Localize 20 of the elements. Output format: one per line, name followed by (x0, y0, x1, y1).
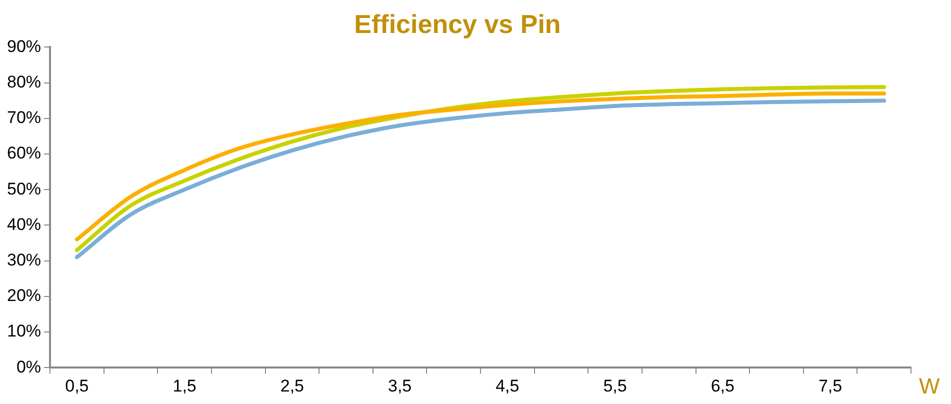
y-tick-label: 70% (6, 108, 42, 128)
y-tick-label: 80% (6, 72, 42, 92)
x-tick-label: 2,5 (280, 376, 304, 396)
y-tick-label: 40% (6, 214, 42, 234)
x-tick-label: 1,5 (172, 376, 196, 396)
y-tick-label: 50% (6, 179, 42, 198)
x-tick-label: 4,5 (496, 376, 520, 396)
y-tick-label: 20% (6, 286, 42, 306)
y-tick-label: 90% (6, 36, 42, 56)
y-tick-label: 10% (6, 322, 42, 341)
x-tick-label: 7,5 (818, 376, 842, 396)
x-tick-label: 6,5 (710, 376, 734, 396)
y-tick-label: 30% (6, 250, 42, 270)
y-tick-label: 60% (6, 144, 42, 163)
x-tick-label: 5,5 (603, 376, 627, 396)
x-tick-label: 3,5 (388, 376, 412, 396)
chart-title: Efficiency vs Pin (354, 8, 561, 39)
y-tick-label: 0% (16, 357, 42, 376)
x-tick-label: 0,5 (65, 376, 89, 396)
x-axis-title: W (919, 374, 940, 399)
